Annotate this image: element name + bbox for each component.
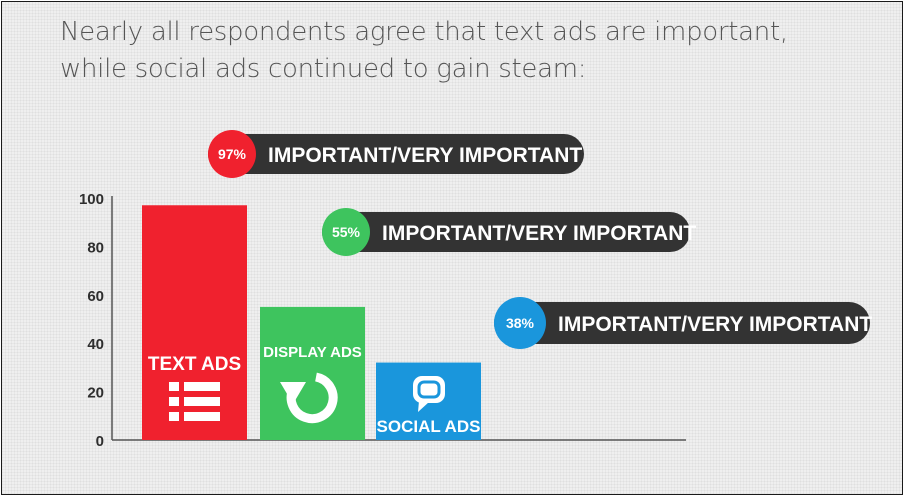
callout-percent: 38% xyxy=(506,315,535,331)
callout-label: IMPORTANT/VERY IMPORTANT xyxy=(268,144,582,167)
bar-group: SOCIAL ADS xyxy=(376,362,481,440)
callout-percent: 97% xyxy=(218,146,247,162)
callout-percent-badge xyxy=(322,208,370,256)
list-icon-bullet xyxy=(169,397,179,406)
callout-label: IMPORTANT/VERY IMPORTANT xyxy=(382,222,696,245)
chat-bubble-icon-tail xyxy=(418,401,429,412)
y-tick-label: 40 xyxy=(87,336,104,353)
chat-bubble-icon xyxy=(413,376,445,412)
callout-pill-background xyxy=(494,302,870,344)
bar-label: SOCIAL ADS xyxy=(377,417,481,436)
list-icon-line xyxy=(184,382,220,391)
callout-percent-badge xyxy=(208,130,256,178)
callout-label: IMPORTANT/VERY IMPORTANT xyxy=(558,313,872,336)
list-icon-line xyxy=(184,412,220,421)
y-tick-label: 20 xyxy=(87,385,104,402)
headline-line-1: Nearly all respondents agree that text a… xyxy=(60,17,788,47)
refresh-icon xyxy=(280,372,338,424)
callout-pill: 55% IMPORTANT/VERY IMPORTANT xyxy=(322,208,696,256)
y-tick-label: 60 xyxy=(87,288,104,305)
headline-line-2: while social ads continued to gain steam… xyxy=(60,54,587,84)
list-icon-bullet xyxy=(169,382,179,391)
callout-pill: 38% IMPORTANT/VERY IMPORTANT xyxy=(494,297,872,349)
list-icon xyxy=(169,382,220,421)
bar-group: DISPLAY ADS xyxy=(260,306,365,440)
callout-percent-badge xyxy=(494,297,546,349)
y-tick-label: 100 xyxy=(79,191,104,208)
list-icon-bullet xyxy=(169,412,179,421)
refresh-icon-arrowhead xyxy=(280,382,306,404)
refresh-icon-arc xyxy=(286,372,338,424)
bar-group: TEXT ADS xyxy=(142,205,247,440)
bar-label: DISPLAY ADS xyxy=(263,344,362,361)
callout-percent: 55% xyxy=(332,224,361,240)
y-tick-label: 0 xyxy=(96,433,104,450)
list-icon-line xyxy=(184,397,220,406)
headline: Nearly all respondents agree that text a… xyxy=(60,14,860,88)
chat-bubble-icon-inner xyxy=(417,380,441,399)
callout-pill-background xyxy=(208,134,584,174)
callout-pill: 97% IMPORTANT/VERY IMPORTANT xyxy=(208,130,584,178)
callout-pill-background xyxy=(322,212,690,252)
bar-label: TEXT ADS xyxy=(148,354,241,375)
y-tick-label: 80 xyxy=(87,239,104,256)
